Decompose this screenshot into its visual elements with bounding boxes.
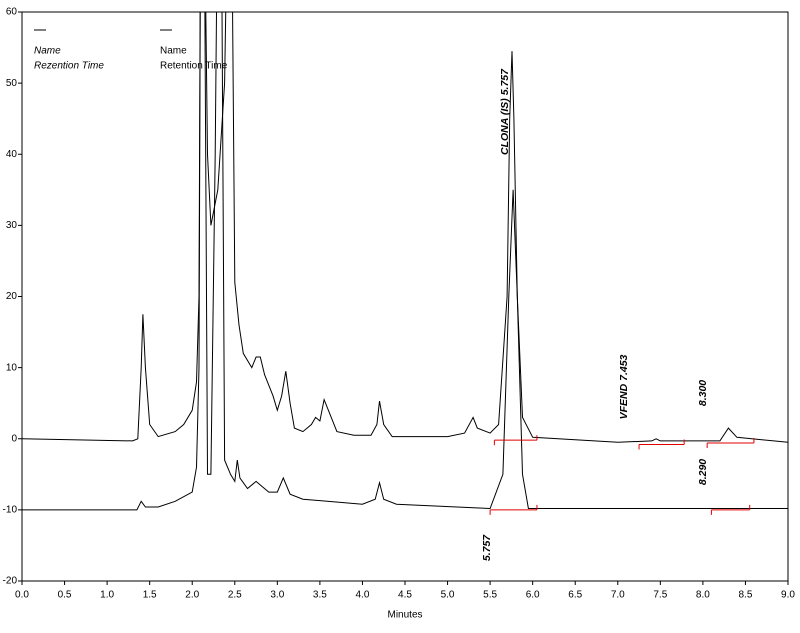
x-tick-label: 0.0 bbox=[15, 590, 29, 601]
x-axis-label: Minutes bbox=[387, 610, 422, 621]
legend-text: Retention Time bbox=[160, 61, 228, 72]
legend-text: Name bbox=[34, 46, 61, 57]
y-tick-label: 60 bbox=[6, 7, 18, 18]
y-tick-label: -20 bbox=[3, 576, 18, 587]
x-tick-label: 5.5 bbox=[483, 590, 497, 601]
x-tick-label: 2.0 bbox=[185, 590, 199, 601]
peak-annotation: 8.300 bbox=[697, 380, 709, 406]
y-tick-label: 20 bbox=[6, 291, 18, 302]
plot-frame bbox=[21, 11, 789, 582]
legend-text: Name bbox=[160, 46, 187, 57]
x-tick-label: 3.0 bbox=[270, 590, 284, 601]
peak-annotation: 5.757 bbox=[481, 534, 493, 561]
plot-clip bbox=[22, 12, 788, 515]
peak-annotation: VFEND 7.453 bbox=[618, 354, 630, 419]
y-tick-label: -10 bbox=[3, 505, 18, 516]
x-tick-label: 3.5 bbox=[313, 590, 327, 601]
peak-annotation: 8.290 bbox=[697, 459, 709, 485]
legend-text: Rezention Time bbox=[34, 61, 104, 72]
x-tick-label: 8.5 bbox=[738, 590, 752, 601]
y-tick-label: 40 bbox=[6, 149, 18, 160]
trace bbox=[22, 12, 788, 443]
peak-annotation: CLONA (IS) 5.757 bbox=[499, 68, 511, 155]
y-tick-label: 50 bbox=[6, 78, 18, 89]
x-tick-label: 6.0 bbox=[526, 590, 540, 601]
x-tick-label: 8.0 bbox=[696, 590, 710, 601]
x-tick-label: 1.5 bbox=[143, 590, 157, 601]
y-tick-label: 10 bbox=[6, 362, 18, 373]
x-tick-label: 0.5 bbox=[58, 590, 72, 601]
x-tick-label: 5.0 bbox=[441, 590, 455, 601]
x-tick-label: 2.5 bbox=[228, 590, 242, 601]
y-tick-label: 0 bbox=[11, 433, 17, 444]
x-tick-label: 7.5 bbox=[653, 590, 667, 601]
x-tick-label: 4.5 bbox=[398, 590, 412, 601]
x-tick-label: 6.5 bbox=[568, 590, 582, 601]
trace bbox=[22, 12, 788, 511]
x-tick-label: 7.0 bbox=[611, 590, 625, 601]
x-tick-label: 1.0 bbox=[100, 590, 114, 601]
x-tick-label: 4.0 bbox=[355, 590, 369, 601]
y-tick-label: 30 bbox=[6, 220, 18, 231]
x-tick-label: 9.0 bbox=[781, 590, 795, 601]
